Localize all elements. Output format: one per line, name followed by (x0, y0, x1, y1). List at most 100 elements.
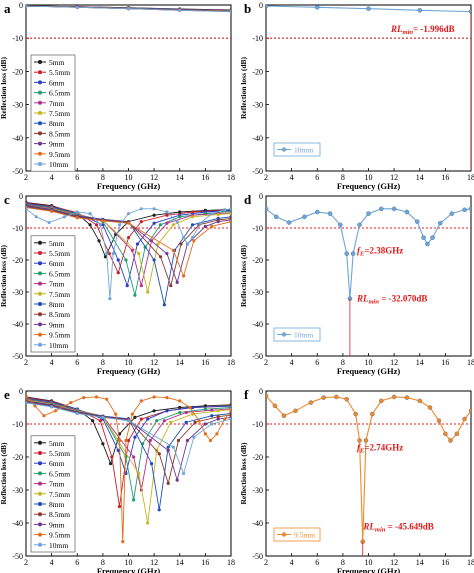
x-tick-label: 4 (50, 173, 54, 182)
data-point (132, 498, 136, 502)
data-point (229, 220, 231, 224)
data-point (148, 438, 152, 443)
legend-swatch-marker (38, 522, 42, 527)
data-point (203, 224, 207, 228)
x-tick-label: 6 (75, 173, 79, 182)
data-point (126, 236, 131, 240)
data-point (130, 248, 134, 252)
legend-entry: 5mm (49, 239, 65, 248)
data-point (210, 408, 214, 412)
y-tick-label: -30 (12, 101, 23, 110)
data-point (146, 290, 150, 294)
data-point (281, 413, 287, 418)
data-point (190, 215, 195, 219)
legend-swatch-marker (38, 261, 42, 266)
panel-f: 0 -10 -20 -30 -40 -502 4 6 8 10 12 14 16 18 Frequency … (239, 387, 474, 573)
panel-label: b (244, 1, 251, 16)
data-point (169, 284, 173, 288)
x-tick-label: 18 (227, 358, 235, 367)
legend-swatch-marker (38, 302, 42, 306)
series-line-9.5mm (26, 207, 231, 278)
data-point (229, 417, 231, 421)
data-point (103, 255, 108, 259)
data-point (210, 422, 214, 426)
data-point (139, 399, 143, 403)
data-point (216, 415, 220, 419)
series-group (26, 394, 231, 544)
data-point (448, 438, 453, 443)
x-tick-label: 6 (75, 358, 79, 367)
data-point (468, 206, 471, 212)
x-tick-label: 6 (315, 173, 319, 182)
data-point (462, 416, 467, 422)
data-point (363, 438, 369, 443)
data-point (404, 395, 410, 400)
x-tick-label: 12 (150, 358, 158, 367)
data-point (75, 5, 79, 9)
data-point (75, 210, 79, 214)
legend-swatch-marker (38, 471, 42, 476)
data-point (272, 403, 278, 409)
panel-e: 0 -10 -20 -30 -40 -502 4 6 8 10 12 14 16 18 Frequency … (0, 387, 235, 573)
data-point (114, 412, 118, 416)
y-tick-label: -40 (252, 320, 263, 329)
y-axis-label: Reflection loss (dB) (0, 56, 8, 119)
series-group (26, 5, 231, 14)
series-group (26, 200, 231, 307)
data-point (216, 212, 220, 217)
data-point (190, 223, 195, 227)
x-tick-label: 14 (176, 558, 184, 567)
data-point (437, 220, 443, 226)
data-point (165, 409, 169, 413)
data-point (171, 223, 175, 227)
x-tick-label: 10 (365, 173, 373, 182)
data-point (26, 207, 28, 211)
legend-swatch-marker (38, 111, 42, 115)
annotation-symbol: f (357, 246, 361, 256)
legend-entry: 8mm (49, 119, 65, 128)
data-point (133, 415, 137, 419)
x-tick-label: 16 (201, 173, 209, 182)
data-point (203, 422, 207, 426)
data-point (273, 214, 279, 220)
legend-entry: 9mm (49, 140, 65, 149)
legend-entry: 5mm (49, 58, 65, 67)
data-point (34, 215, 38, 219)
y-axis-label: Reflection loss (dB) (0, 244, 8, 307)
data-point (308, 400, 314, 405)
annotation-value: = -45.649dB (385, 522, 433, 532)
x-tick-label: 14 (416, 358, 424, 367)
data-point (116, 271, 120, 275)
series-group (266, 393, 471, 556)
data-point (222, 208, 227, 212)
x-axis-label: Frequency (GHz) (337, 566, 401, 573)
data-point (47, 220, 51, 225)
data-point (165, 210, 169, 214)
x-tick-label: 8 (341, 558, 345, 567)
data-point (62, 215, 67, 219)
x-tick-label: 2 (24, 558, 28, 567)
data-point (117, 504, 122, 509)
legend-entry: 8.5mm (49, 510, 70, 519)
data-point (135, 242, 140, 246)
data-point (110, 455, 114, 459)
data-point (210, 414, 214, 418)
data-point (192, 435, 196, 439)
data-point (190, 405, 195, 410)
annotation-symbol: f (357, 442, 361, 452)
data-point (302, 214, 307, 220)
x-tick-label: 4 (290, 173, 294, 182)
annotation-value: =2.74GHz (364, 442, 403, 452)
data-point (379, 398, 384, 404)
data-point (314, 209, 320, 215)
data-point (344, 396, 349, 402)
data-point (91, 419, 95, 423)
data-point (125, 284, 129, 288)
series-line-10mm (26, 402, 231, 475)
annotation-symbol: RL (356, 294, 369, 304)
annotation-subscript: E (359, 447, 365, 454)
data-point (111, 252, 115, 256)
data-point (50, 405, 54, 409)
legend-swatch-marker (38, 121, 42, 126)
x-tick-label: 4 (50, 558, 54, 567)
